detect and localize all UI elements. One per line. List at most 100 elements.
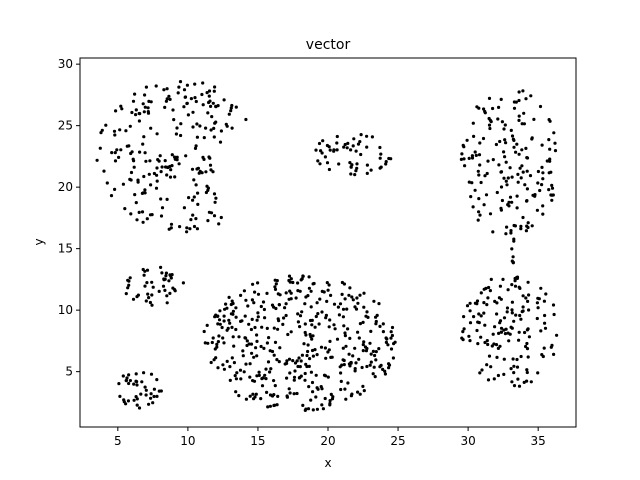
data-point	[515, 206, 519, 210]
data-point	[284, 313, 288, 318]
data-point	[516, 180, 520, 184]
data-point	[172, 118, 176, 122]
data-point	[347, 293, 351, 297]
data-point	[528, 174, 533, 178]
data-point	[529, 94, 533, 98]
data-point	[324, 356, 328, 360]
data-point	[234, 390, 238, 394]
data-point	[551, 303, 556, 307]
data-point	[152, 171, 156, 176]
data-point	[492, 342, 496, 346]
data-point	[277, 303, 281, 307]
data-point	[503, 138, 507, 142]
data-point	[228, 378, 232, 382]
data-point	[253, 290, 257, 294]
data-point	[462, 327, 466, 331]
data-point	[216, 340, 220, 344]
data-point	[196, 202, 200, 206]
data-point	[509, 128, 513, 132]
data-point	[352, 137, 356, 141]
data-point	[526, 299, 530, 303]
data-point	[95, 158, 99, 162]
data-point	[326, 350, 330, 354]
data-point	[485, 171, 489, 176]
data-point	[476, 320, 480, 324]
data-point	[230, 103, 234, 108]
data-point	[365, 163, 369, 167]
data-point	[529, 380, 533, 384]
data-point	[550, 186, 555, 190]
data-point	[338, 365, 342, 369]
data-point	[228, 321, 232, 325]
data-point	[165, 87, 169, 91]
data-point	[292, 392, 296, 396]
data-point	[160, 271, 164, 275]
data-point	[372, 299, 376, 303]
data-point	[346, 381, 350, 385]
data-point	[323, 346, 327, 350]
data-point	[244, 298, 248, 302]
data-point	[188, 227, 192, 231]
data-point	[296, 312, 300, 316]
data-point	[483, 340, 487, 345]
data-point	[255, 354, 259, 358]
data-point	[182, 105, 186, 109]
data-point	[512, 100, 517, 104]
data-point	[504, 141, 508, 145]
data-point	[150, 293, 154, 297]
data-point	[332, 302, 337, 306]
data-point	[478, 163, 482, 167]
data-point	[127, 283, 131, 287]
data-point	[469, 195, 473, 199]
data-point	[311, 408, 315, 412]
data-point	[193, 96, 197, 100]
data-point	[149, 396, 153, 400]
data-point	[234, 105, 238, 109]
data-point	[129, 170, 134, 175]
data-points	[95, 80, 559, 412]
data-point	[237, 335, 241, 339]
data-point	[207, 210, 211, 214]
data-point	[349, 394, 353, 398]
data-point	[519, 354, 523, 359]
data-point	[512, 364, 516, 368]
data-point	[144, 159, 148, 163]
data-point	[198, 124, 202, 128]
data-point	[270, 349, 275, 354]
data-point	[365, 134, 369, 138]
data-point	[287, 274, 292, 278]
data-point	[307, 275, 311, 279]
data-point	[109, 194, 114, 198]
data-point	[495, 312, 499, 316]
data-point	[476, 169, 480, 173]
data-point	[205, 91, 209, 95]
data-point	[173, 175, 177, 179]
data-point	[165, 97, 169, 101]
data-point	[461, 143, 465, 147]
data-point	[361, 343, 365, 347]
data-point	[473, 188, 477, 192]
data-point	[298, 314, 303, 318]
data-point	[212, 214, 217, 218]
data-point	[177, 162, 181, 166]
data-point	[168, 291, 172, 295]
data-point	[224, 302, 228, 306]
data-point	[517, 118, 521, 122]
data-point	[358, 140, 362, 144]
data-point	[499, 97, 503, 101]
data-point	[478, 371, 482, 375]
data-point	[102, 169, 106, 173]
data-point	[241, 349, 245, 353]
data-point	[460, 152, 464, 156]
data-point	[487, 123, 492, 127]
data-point	[210, 115, 214, 119]
data-point	[141, 220, 145, 224]
data-point	[510, 311, 514, 315]
data-point	[275, 279, 279, 283]
data-point	[264, 367, 268, 371]
data-point	[286, 332, 290, 337]
data-point	[541, 177, 545, 181]
data-point	[543, 313, 547, 318]
data-point	[273, 384, 277, 388]
data-point	[155, 179, 159, 183]
